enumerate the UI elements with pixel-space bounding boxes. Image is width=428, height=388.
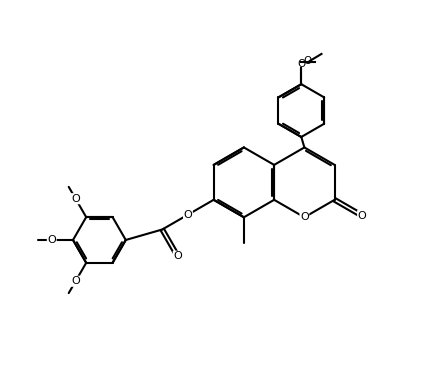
- Text: O: O: [71, 276, 80, 286]
- Text: O: O: [358, 211, 366, 221]
- Text: O: O: [71, 194, 80, 204]
- Text: O: O: [173, 251, 182, 261]
- Text: O: O: [300, 212, 309, 222]
- Text: O: O: [303, 55, 312, 66]
- Text: O: O: [184, 210, 192, 220]
- Text: O: O: [48, 235, 56, 245]
- Text: O: O: [297, 59, 306, 69]
